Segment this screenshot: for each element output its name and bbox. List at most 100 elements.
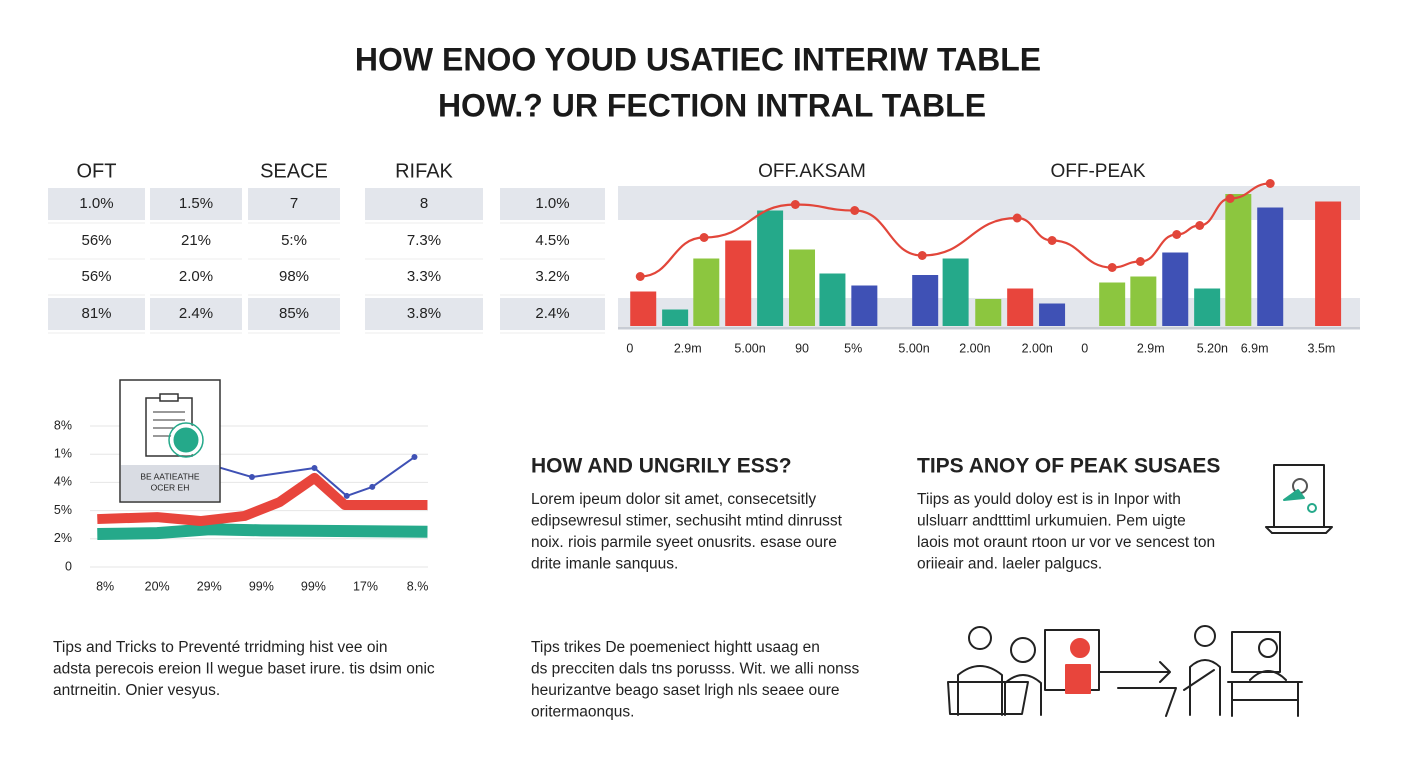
- y-tick-label: 1%: [54, 446, 72, 460]
- trend-point: [1107, 263, 1117, 272]
- table-value: 56%: [81, 232, 111, 249]
- icon-text: BE AATIEATHE: [140, 471, 200, 481]
- bar: [789, 249, 816, 326]
- table-value: 56%: [81, 268, 111, 285]
- bar: [1225, 194, 1252, 326]
- bar: [725, 240, 752, 326]
- x-tick-label: 3.5m: [1308, 341, 1336, 355]
- y-tick-label: 0: [65, 559, 72, 573]
- table-cell: [500, 226, 605, 256]
- x-tick-label: 8%: [96, 579, 114, 593]
- table-cell: [150, 188, 242, 220]
- table-value: 1.0%: [79, 195, 113, 212]
- section-text: noix. riois parmile syeet onusrits. esas…: [531, 534, 837, 551]
- section-text: Tips trikes De poemeniect hightt usaag e…: [531, 639, 820, 656]
- trend-point: [1172, 230, 1182, 239]
- table-cell: [500, 188, 605, 220]
- section-title: HOW AND UNGRILY ESS?: [531, 455, 792, 478]
- bar: [819, 273, 846, 326]
- bar: [1007, 288, 1034, 326]
- table-cell: [48, 188, 145, 220]
- trend-line: [640, 182, 1271, 278]
- table-cell: [248, 226, 340, 256]
- series-point: [343, 492, 350, 499]
- bar: [1194, 288, 1221, 326]
- x-tick-label: 5%: [844, 341, 862, 355]
- title-line: HOW.? UR FECTION INTRAL TABLE: [438, 87, 986, 123]
- bar: [1257, 207, 1284, 326]
- x-tick-label: 99%: [249, 579, 274, 593]
- x-tick-label: 2.00n: [1022, 341, 1053, 355]
- section-text: adsta perecois ereion Il wegue baset iru…: [53, 661, 435, 678]
- y-tick-label: 5%: [54, 503, 72, 517]
- table-value: 2.4%: [535, 305, 569, 322]
- table-value: 1.5%: [179, 195, 213, 212]
- x-tick-label: 5.00n: [734, 341, 765, 355]
- section-text: laois mot oraunt rtoon ur vor ve sencest…: [917, 534, 1215, 551]
- series-point: [311, 465, 318, 472]
- table-value: 3.2%: [535, 268, 569, 285]
- x-tick-label: 0: [1081, 341, 1088, 355]
- table-header: SEACE: [260, 160, 328, 182]
- section-text: Lorem ipeum dolor sit amet, consecetsitl…: [531, 491, 816, 508]
- table-cell: [365, 262, 483, 292]
- table-value: 7.3%: [407, 232, 441, 249]
- bar: [1099, 282, 1126, 326]
- table-cell: [500, 262, 605, 292]
- x-tick-label: 2.9m: [674, 341, 702, 355]
- table-cell: [365, 226, 483, 256]
- bar: [1039, 303, 1066, 326]
- table-cell: [150, 298, 242, 330]
- series-line: [97, 523, 428, 541]
- trend-point: [1225, 194, 1235, 203]
- table-value: 98%: [279, 268, 309, 285]
- bar: [1162, 252, 1189, 326]
- bar: [757, 210, 784, 326]
- table-header: OFT: [77, 160, 117, 182]
- series-point: [369, 483, 376, 490]
- table-cell: [248, 262, 340, 292]
- table-value: 21%: [181, 232, 211, 249]
- x-tick-label: 2.00n: [959, 341, 990, 355]
- table-value: 2.4%: [179, 305, 213, 322]
- trend-point: [635, 272, 645, 281]
- section-text: oritermaonqus.: [531, 704, 634, 721]
- series-point: [411, 454, 418, 461]
- y-tick-label: 8%: [54, 418, 72, 432]
- chart-header: OFF.AKSAM: [758, 161, 866, 182]
- section-text: Tips and Tricks to Preventé trridming hi…: [53, 639, 388, 656]
- table-value: 81%: [81, 305, 111, 322]
- x-tick-label: 5.20n: [1197, 341, 1228, 355]
- trend-point: [1195, 221, 1205, 230]
- x-tick-label: 99%: [301, 579, 326, 593]
- table-value: 5:%: [281, 232, 307, 249]
- section-text: antrneitin. Onier vesyus.: [53, 682, 220, 699]
- x-tick-label: 20%: [145, 579, 170, 593]
- tablet-icon: [1265, 464, 1333, 534]
- bar: [1315, 201, 1342, 326]
- section-text: oriieair and. laeler palgucs.: [917, 556, 1102, 573]
- table-header: RIFAK: [395, 160, 453, 182]
- table-cell: [500, 298, 605, 330]
- table-cell: [48, 226, 145, 256]
- title-line: HOW ENOO YOUD USATIEC INTERIW TABLE: [355, 41, 1041, 77]
- section-text: heurizantve beago saset lrigh nls seaee …: [531, 682, 839, 699]
- trend-point: [790, 200, 800, 209]
- table-cell: [150, 262, 242, 292]
- section-text: ulsluarr andtttiml urkumuien. Pem uigte: [917, 513, 1186, 530]
- table-cell: [150, 226, 242, 256]
- trend-point: [1047, 236, 1057, 245]
- section-text: edipsewresul stimer, sechusiht mtind din…: [531, 513, 843, 530]
- bar: [912, 275, 939, 326]
- bar: [975, 299, 1002, 326]
- x-tick-label: 0: [626, 341, 633, 355]
- trend-point: [1135, 257, 1145, 266]
- trend-point: [850, 206, 860, 215]
- section-text: ds precciten dals tns porusss. Wit. we a…: [531, 661, 859, 678]
- table-value: 3.8%: [407, 305, 441, 322]
- series-line: [97, 472, 428, 527]
- table-cell: [365, 298, 483, 330]
- table-cell: [48, 262, 145, 292]
- section-title: TIPS ANOY OF PEAK SUSAES: [917, 455, 1220, 478]
- table-cell: [248, 298, 340, 330]
